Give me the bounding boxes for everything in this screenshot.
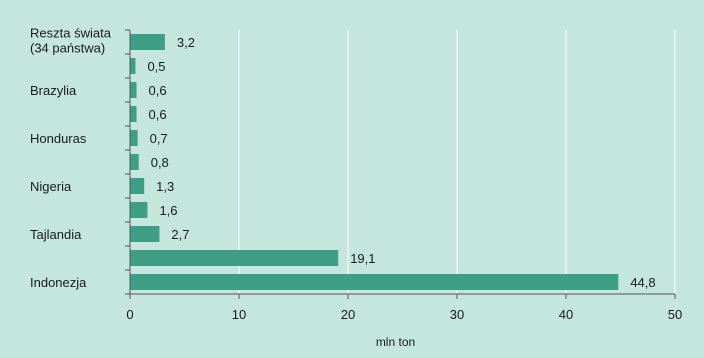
bar-value-label: 0,7 <box>150 131 168 146</box>
bar <box>130 202 148 218</box>
category-label: Indonezja <box>30 275 87 290</box>
bar-value-label: 0,6 <box>149 83 167 98</box>
bar <box>130 130 138 146</box>
bar-value-label: 2,7 <box>171 227 189 242</box>
x-tick-label: 50 <box>668 307 682 322</box>
bar-value-label: 0,5 <box>147 59 165 74</box>
bar <box>130 274 619 290</box>
bar-value-label: 0,6 <box>149 107 167 122</box>
bar <box>130 154 139 170</box>
bar-value-label: 1,3 <box>156 179 174 194</box>
bar <box>130 82 137 98</box>
bar <box>130 226 160 242</box>
labels: 0 10 20 30 40 50 3,2 Reszta świata (34 państwa) 0… <box>30 26 682 323</box>
bar-value-label: 0,8 <box>151 155 169 170</box>
x-tick-label: 40 <box>559 307 573 322</box>
x-tick-label: 0 <box>126 307 133 322</box>
x-axis-title: mln ton <box>376 335 415 349</box>
axes <box>125 29 676 299</box>
category-label: Nigeria <box>30 179 72 194</box>
category-label: Brazylia <box>30 83 77 98</box>
x-tick-label: 10 <box>232 307 246 322</box>
bar <box>130 106 137 122</box>
bar-value-label: 19,1 <box>350 251 375 266</box>
category-label: Reszta świata (34 państwa) <box>30 26 112 56</box>
x-tick-label: 20 <box>341 307 355 322</box>
bar <box>130 178 145 194</box>
bar-value-label: 1,6 <box>159 203 177 218</box>
bar-value-label: 44,8 <box>630 275 655 290</box>
bar <box>130 250 339 266</box>
category-label: Tajlandia <box>30 227 82 242</box>
category-label: Honduras <box>30 131 87 146</box>
bar-value-label: 3,2 <box>177 35 195 50</box>
x-tick-label: 30 <box>450 307 464 322</box>
bar <box>130 34 165 50</box>
bar <box>130 58 136 74</box>
bars <box>130 34 619 290</box>
